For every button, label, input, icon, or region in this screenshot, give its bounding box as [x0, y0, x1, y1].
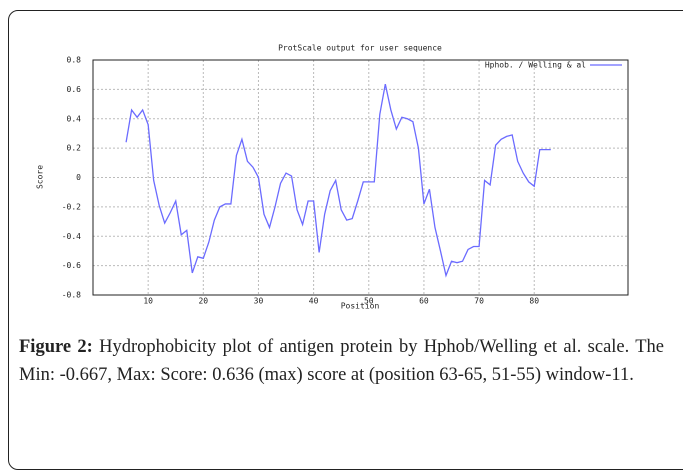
x-tick-label: 10 — [143, 297, 153, 306]
caption: Figure 2: Hydrophobicity plot of antigen… — [19, 333, 664, 389]
y-tick-label: -0.8 — [62, 291, 81, 300]
y-tick-label: -0.6 — [62, 261, 81, 270]
y-tick-label: 0.4 — [67, 114, 82, 123]
y-tick-label: 0 — [76, 173, 81, 182]
y-tick-label: 0.6 — [67, 85, 82, 94]
x-tick-label: 80 — [529, 297, 539, 306]
data-line — [125, 83, 551, 278]
y-tick-label: -0.2 — [62, 202, 81, 211]
caption-label: Figure 2: — [19, 337, 93, 357]
chart: ProtScale output for user sequence Posit… — [36, 44, 629, 311]
x-tick-label: 50 — [364, 297, 374, 306]
y-axis-label: Score — [36, 165, 45, 189]
y-tick-label: -0.4 — [62, 232, 81, 241]
caption-text: Hydrophobicity plot of antigen protein b… — [19, 337, 665, 385]
chart-title: ProtScale output for user sequence — [278, 44, 442, 53]
y-tick-label: 0.2 — [67, 144, 82, 153]
x-tick-label: 60 — [419, 297, 429, 306]
legend-label: Hphob. / Welling & al — [485, 61, 586, 70]
x-tick-label: 40 — [309, 297, 319, 306]
page: ProtScale output for user sequence Posit… — [8, 10, 683, 470]
x-tick-label: 30 — [254, 297, 264, 306]
plot-frame — [92, 59, 629, 296]
x-tick-label: 70 — [474, 297, 484, 306]
x-axis-label: Position — [341, 302, 380, 311]
x-tick-label: 20 — [198, 297, 208, 306]
y-tick-label: 0.8 — [67, 56, 82, 65]
